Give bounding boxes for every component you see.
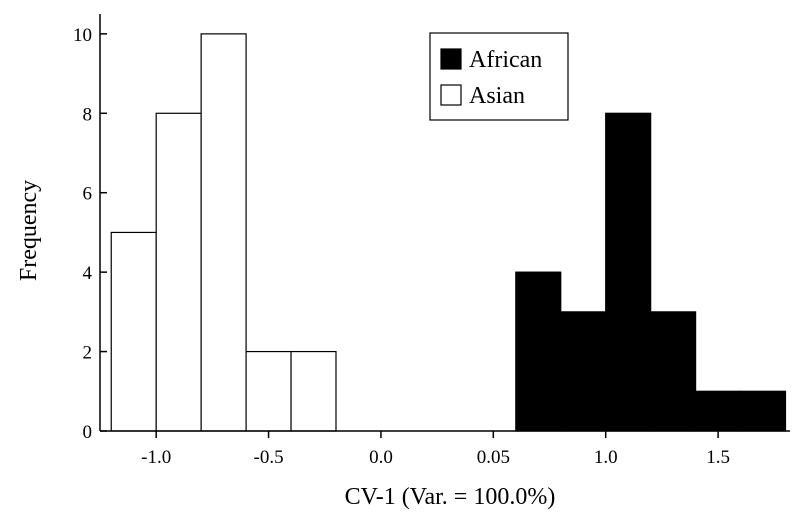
y-tick-label: 6 [83,184,93,205]
legend-label-asian: Asian [469,83,525,109]
x-axis-title: CV-1 (Var. = 100.0%) [345,484,556,510]
y-tick-label: 8 [83,104,93,125]
bar-asian-3 [245,350,292,432]
y-axis-title: Frequency [16,180,42,281]
bar-asian-2 [200,33,247,432]
x-tick-label: 1.0 [594,447,618,468]
bar-african-3 [650,311,697,432]
bar-asian-0 [110,231,157,432]
bar-african-4 [695,390,742,432]
legend: African Asian [429,32,569,121]
y-tick-label: 0 [83,422,93,443]
legend-swatch-african [440,48,462,70]
y-tick-label: 2 [83,343,93,364]
x-tick-label: -0.5 [254,447,284,468]
bar-african-0 [515,271,562,432]
bar-asian-4 [290,350,337,432]
x-tick-label: 0.05 [477,447,510,468]
bar-african-1 [560,311,607,432]
y-tick-label: 10 [73,25,92,46]
bar-african-5 [739,390,787,432]
legend-label-african: African [469,47,542,73]
x-ticks-group: -1.0 -0.5 0.0 0.05 1.0 1.5 [141,431,730,468]
bar-african-2 [605,112,652,432]
y-ticks-group: 0 2 4 6 8 10 [73,25,107,443]
bar-asian-1 [155,112,202,432]
legend-swatch-asian [440,84,462,106]
x-tick-label: 0.0 [369,447,393,468]
x-tick-label: -1.0 [141,447,171,468]
x-tick-label: 1.5 [706,447,730,468]
y-tick-label: 4 [83,263,93,284]
axes-group [99,14,790,432]
bars-group [110,33,787,432]
